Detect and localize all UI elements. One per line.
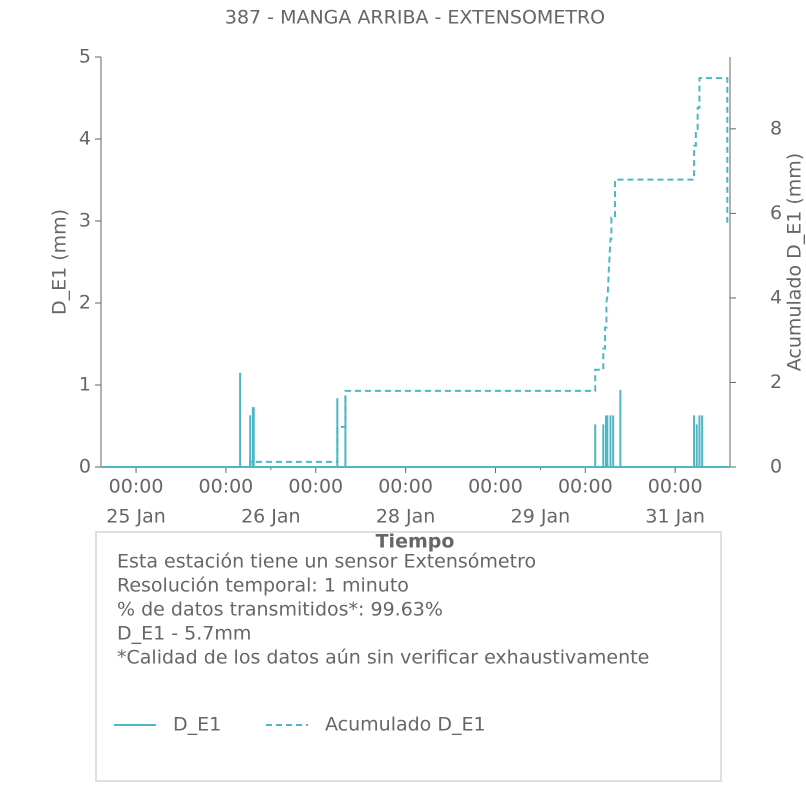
x-tick-label: 00:00: [288, 476, 343, 498]
series-line: [101, 372, 730, 468]
info-line: Resolución temporal: 1 minuto: [117, 575, 409, 597]
x-date-label: 28 Jan: [376, 506, 436, 528]
legend-label: Acumulado D_E1: [325, 714, 486, 736]
info-box: [95, 531, 722, 782]
x-tick-label: 00:00: [558, 476, 613, 498]
y-tick-label: 5: [79, 46, 91, 68]
x-date-label: 25 Jan: [106, 506, 166, 528]
x-tick-label: 00:00: [468, 476, 523, 498]
y-tick-label: 0: [79, 456, 91, 478]
y-axis-label: D_E1 (mm): [49, 209, 71, 315]
y2-tick-label: 4: [770, 286, 782, 308]
y2-tick-label: 0: [770, 456, 782, 478]
x-date-label: 29 Jan: [511, 506, 571, 528]
x-axis-label: Tiempo: [376, 531, 455, 553]
info-line: % de datos transmitidos*: 99.63%: [117, 599, 443, 621]
x-tick-label: 00:00: [378, 476, 433, 498]
info-line: *Calidad de los datos aún sin verificar …: [117, 647, 649, 669]
series-line: [101, 77, 729, 468]
chart-title: 387 - MANGA ARRIBA - EXTENSOMETRO: [225, 7, 605, 29]
y-tick-label: 1: [79, 374, 91, 396]
x-date-label: 31 Jan: [645, 506, 705, 528]
info-line: Esta estación tiene un sensor Extensómet…: [117, 551, 536, 573]
legend-label: D_E1: [173, 714, 221, 736]
y2-tick-label: 2: [770, 371, 782, 393]
y2-tick-label: 8: [770, 117, 782, 139]
x-tick-label: 00:00: [109, 476, 164, 498]
y2-tick-label: 6: [770, 202, 782, 224]
y-tick-label: 2: [79, 292, 91, 314]
y-tick-label: 4: [79, 128, 91, 150]
y-tick-label: 3: [79, 210, 91, 232]
x-tick-label: 00:00: [199, 476, 254, 498]
y2-axis-label: Acumulado D_E1 (mm): [784, 153, 806, 371]
x-date-label: 26 Jan: [241, 506, 301, 528]
info-line: D_E1 - 5.7mm: [117, 623, 251, 645]
x-tick-label: 00:00: [648, 476, 703, 498]
